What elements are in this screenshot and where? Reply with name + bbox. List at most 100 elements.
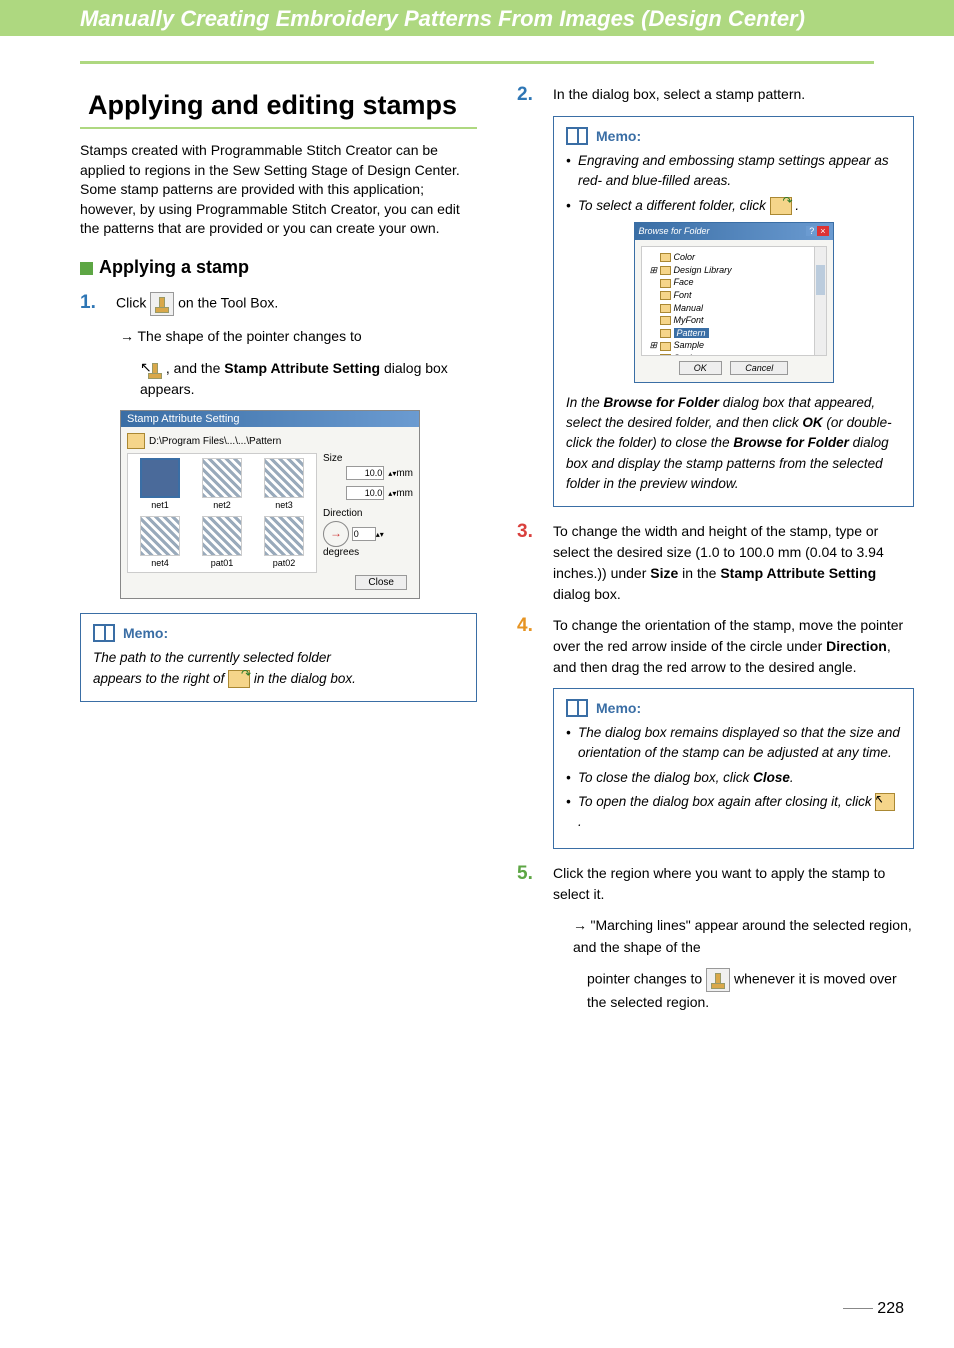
close-button: Close (355, 575, 407, 590)
tree-item: Face (646, 276, 822, 289)
step-1: 1. Click on the Tool Box. (80, 292, 477, 316)
direction-unit: degrees (323, 547, 359, 558)
step-1-text: Click on the Tool Box. (116, 292, 477, 316)
size-input-1: 10.0 (346, 466, 384, 480)
tree-item: ⊞ Sample (646, 339, 822, 352)
folder-open-icon (770, 197, 792, 215)
direction-input: 0 (352, 527, 376, 541)
memo2-bullet2: To select a different folder, click . (566, 196, 901, 216)
header-title: Manually Creating Embroidery Patterns Fr… (0, 6, 954, 32)
browse-body: Color ⊞ Design Library Face Font Manual … (635, 240, 833, 382)
stamp-tool-icon (150, 292, 174, 316)
size-unit-2: mm (396, 488, 413, 499)
content: Applying and editing stamps Stamps creat… (0, 64, 954, 1043)
page-number: 228 (843, 1300, 904, 1318)
memo-1: Memo: The path to the currently selected… (80, 613, 477, 702)
memo-3: Memo: The dialog box remains displayed s… (553, 688, 914, 849)
browse-scrollbar (814, 247, 826, 355)
size-input-2: 10.0 (346, 486, 384, 500)
tree-item: Color (646, 251, 822, 264)
step-5: 5. Click the region where you want to ap… (517, 863, 914, 905)
stamp-cursor-icon (140, 359, 162, 379)
step-number-1: 1. (80, 292, 102, 314)
left-column: Applying and editing stamps Stamps creat… (80, 84, 477, 1023)
browse-title: Browse for Folder ?× (635, 223, 833, 241)
memo-1-body: The path to the currently selected folde… (93, 648, 464, 689)
step5-sub: pointer changes to whenever it is moved … (587, 968, 914, 1013)
section-title: Applying and editing stamps (80, 84, 477, 129)
memo2-b2-b: . (795, 198, 799, 213)
memo2-bullet1: Engraving and embossing stamp settings a… (566, 151, 901, 192)
step-4: 4. To change the orientation of the stam… (517, 615, 914, 678)
tree-item: ⊞ Design Library (646, 264, 822, 277)
memo-1-header: Memo: (93, 624, 464, 642)
page: Manually Creating Embroidery Patterns Fr… (0, 0, 954, 1348)
memo-2-body: Engraving and embossing stamp settings a… (566, 151, 901, 494)
memo1-line2-a: appears to the right of (93, 671, 228, 686)
page-number-text: 228 (877, 1300, 904, 1317)
subheading-text: Applying a stamp (99, 257, 249, 277)
intro-text: Stamps created with Programmable Stitch … (80, 141, 477, 239)
browse-tree: Color ⊞ Design Library Face Font Manual … (641, 246, 827, 356)
step1-sub-bold: Stamp Attribute Setting (224, 360, 380, 376)
size-row-2: 10.0▴▾mm (323, 486, 413, 500)
green-square-icon (80, 262, 93, 275)
dialog-title: Stamp Attribute Setting (121, 411, 419, 427)
browse-title-text: Browse for Folder (639, 225, 710, 239)
dialog-path: D:\Program Files\...\...\Pattern (149, 436, 281, 447)
memo-1-label: Memo: (123, 625, 168, 641)
tree-item-selected: Pattern (646, 327, 822, 340)
dialog-footer: Close (127, 573, 413, 592)
step1-arrow-line: → The shape of the pointer changes to (120, 326, 477, 348)
memo-2-label: Memo: (596, 128, 641, 144)
step1-sub: , and the Stamp Attribute Setting dialog… (140, 358, 477, 400)
thumb-3: net4 (132, 516, 188, 568)
dialog-main: net1 net2 net3 net4 pat01 pat02 Size 10.… (127, 453, 413, 573)
memo-icon (566, 127, 588, 145)
header-band: Manually Creating Embroidery Patterns Fr… (0, 0, 954, 36)
stamp-attribute-dialog: Stamp Attribute Setting D:\Program Files… (120, 410, 420, 599)
cancel-button: Cancel (730, 361, 788, 375)
step1-text-a: Click (116, 295, 150, 311)
direction-block: Direction 0▴▾degrees (323, 508, 413, 558)
arrow-icon: → (120, 330, 138, 345)
memo2-b2-a: To select a different folder, click (578, 198, 770, 213)
step-2: 2. In the dialog box, select a stamp pat… (517, 84, 914, 106)
step-number-3: 3. (517, 521, 539, 543)
memo3-bullet2: To close the dialog box, click Close. (566, 768, 901, 788)
memo-3-body: The dialog box remains displayed so that… (566, 723, 901, 832)
step5-sub-a: pointer changes to (587, 971, 706, 987)
folder-icon (127, 433, 145, 449)
header-underline (80, 36, 874, 64)
dialog-path-row: D:\Program Files\...\...\Pattern (127, 433, 413, 449)
size-unit-1: mm (396, 468, 413, 479)
direction-circle (323, 521, 349, 547)
memo1-line1: The path to the currently selected folde… (93, 648, 464, 668)
tree-item: Font (646, 289, 822, 302)
thumb-2: net3 (256, 458, 312, 510)
step-4-text: To change the orientation of the stamp, … (553, 615, 914, 678)
stamp-toolbar-icon (875, 793, 895, 811)
thumb-0: net1 (132, 458, 188, 510)
thumb-4: pat01 (194, 516, 250, 568)
step-number-2: 2. (517, 84, 539, 106)
step-number-4: 4. (517, 615, 539, 637)
memo-2-header: Memo: (566, 127, 901, 145)
tree-item: MyFont (646, 314, 822, 327)
tree-item: Manual (646, 302, 822, 315)
thumb-1: net2 (194, 458, 250, 510)
memo-3-header: Memo: (566, 699, 901, 717)
step5-arrow-line: → "Marching lines" appear around the sel… (573, 915, 914, 958)
memo-2: Memo: Engraving and embossing stamp sett… (553, 116, 914, 507)
memo-3-label: Memo: (596, 700, 641, 716)
step1-arrow-text: The shape of the pointer changes to (138, 328, 362, 344)
stamp-pointer-icon (706, 968, 730, 992)
thumb-5: pat02 (256, 516, 312, 568)
step-2-text: In the dialog box, select a stamp patter… (553, 84, 914, 105)
arrow-icon: → (573, 919, 591, 934)
tree-item: Settings (646, 352, 822, 356)
memo1-line2-b: in the dialog box. (254, 671, 356, 686)
browse-buttons: OK Cancel (641, 356, 827, 376)
memo3-bullet1: The dialog box remains displayed so that… (566, 723, 901, 764)
step1-sub-a: , and the (166, 360, 224, 376)
